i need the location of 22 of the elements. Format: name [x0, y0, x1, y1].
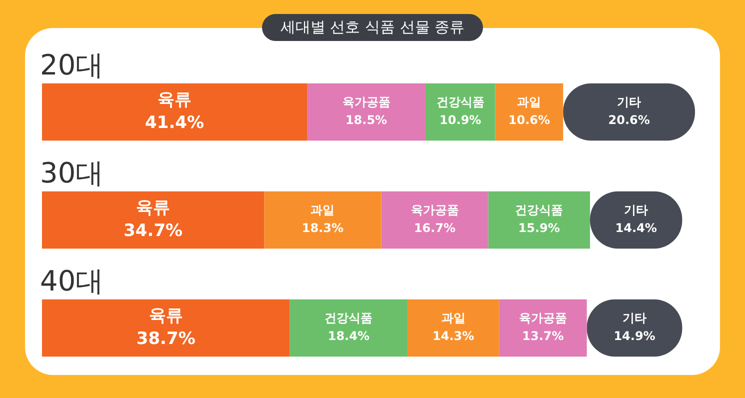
data-label: 육류 38.7% [136, 306, 196, 349]
data-label: 건강식품 10.9% [436, 95, 484, 128]
data-label: 건강식품 18.4% [324, 311, 373, 344]
data-label: 기타 14.9% [614, 311, 656, 344]
data-label: 육류 41.4% [145, 90, 204, 133]
bar [42, 83, 308, 141]
bar [42, 191, 264, 249]
data-label: 육가공품 16.7% [410, 203, 459, 236]
data-label: 과일 18.3% [302, 203, 344, 236]
text: 세대별 선호 식품 선물 종류 [262, 14, 483, 41]
data-label: 건강식품 15.9% [515, 203, 564, 236]
data-label: 과일 14.3% [432, 311, 474, 344]
y-tick-label: 20대 [40, 48, 104, 82]
y-tick-label: 30대 [40, 156, 104, 190]
y-tick-label: 40대 [40, 264, 104, 298]
data-label: 육가공품 13.7% [518, 311, 567, 344]
data-label: 육가공품 18.5% [342, 95, 390, 128]
data-label: 기타 20.6% [608, 95, 650, 128]
data-label: 과일 10.6% [508, 95, 550, 128]
bar [42, 299, 290, 357]
data-label: 육류 34.7% [124, 198, 183, 241]
data-label: 기타 14.4% [615, 203, 657, 236]
